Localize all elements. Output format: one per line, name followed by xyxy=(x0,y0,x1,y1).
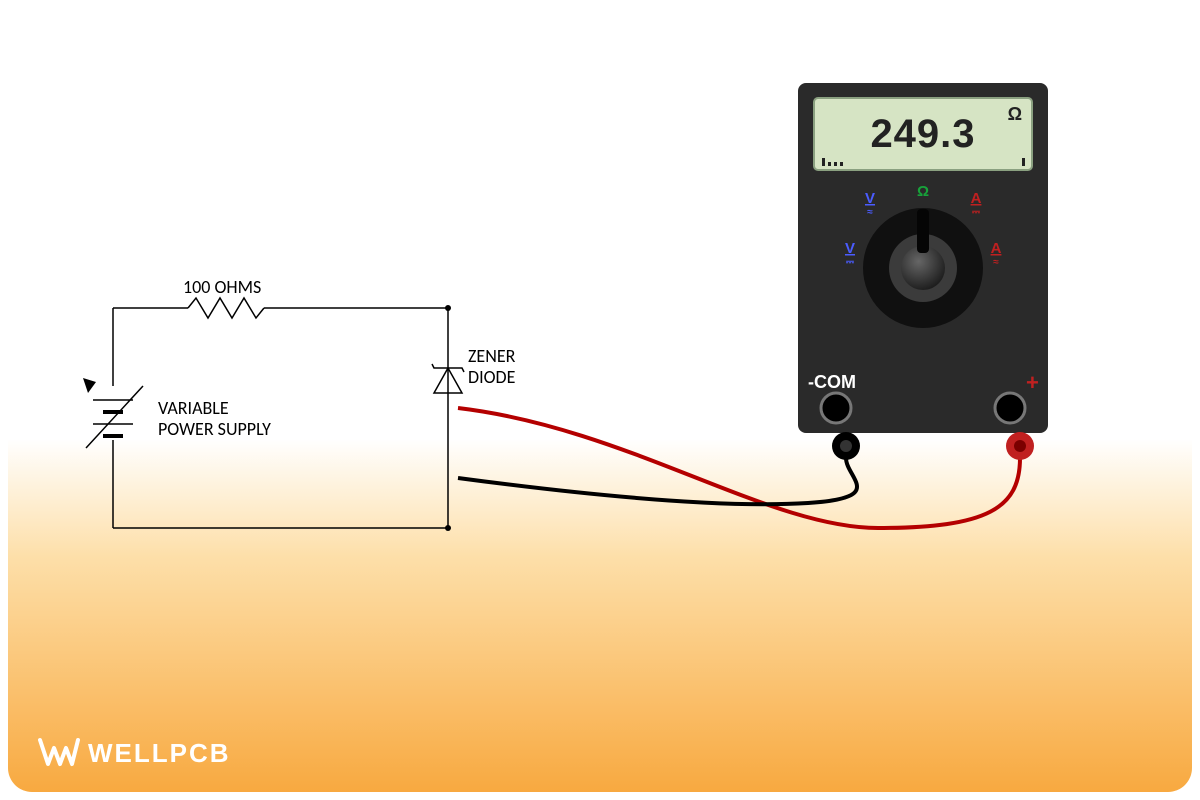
supply-label: VARIABLE POWER SUPPLY xyxy=(158,398,271,439)
plus-label: + xyxy=(1026,370,1039,395)
wellpcb-logo-text: WELLPCB xyxy=(88,738,231,769)
multimeter-display xyxy=(814,98,1032,170)
wellpcb-logo: WELLPCB xyxy=(38,736,231,770)
multimeter: V ≈ V ⎓ Ω A ⎓ A ≈ -COM + xyxy=(798,83,1048,460)
svg-text:A: A xyxy=(991,240,1002,257)
wellpcb-logo-icon xyxy=(38,736,80,770)
resistor-label: 100 OHMS xyxy=(183,276,261,298)
zener-label: ZENER DIODE xyxy=(468,346,515,387)
black-probe-lead xyxy=(458,458,857,504)
zener-label-line2: DIODE xyxy=(468,367,515,388)
svg-text:≈: ≈ xyxy=(993,257,999,268)
svg-text:V: V xyxy=(865,190,875,207)
supply-label-line2: POWER SUPPLY xyxy=(158,419,271,440)
svg-text:Ω: Ω xyxy=(917,183,929,200)
diagram-card: V ≈ V ⎓ Ω A ⎓ A ≈ -COM + xyxy=(8,8,1192,792)
supply-arrowhead xyxy=(83,378,96,393)
svg-text:A: A xyxy=(971,190,982,207)
svg-text:≈: ≈ xyxy=(867,207,873,218)
zener-label-line1: ZENER xyxy=(468,346,515,367)
supply-label-line1: VARIABLE xyxy=(158,398,271,419)
svg-text:⎓: ⎓ xyxy=(846,257,854,268)
svg-text:⎓: ⎓ xyxy=(972,207,980,218)
svg-text:V: V xyxy=(845,240,855,257)
com-label: -COM xyxy=(808,372,856,392)
